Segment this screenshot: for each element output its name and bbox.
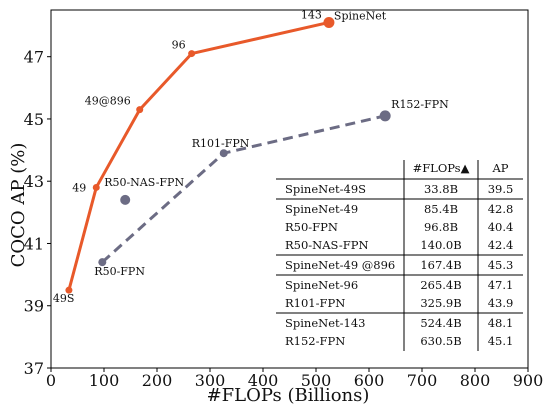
table-cell: 47.1 <box>488 278 514 292</box>
x-tick-label: 600 <box>354 371 385 390</box>
point-label: 49@896 <box>85 95 131 108</box>
table-cell: R50-FPN <box>285 220 338 234</box>
point-label: 143 <box>301 8 322 21</box>
x-tick-label: 0 <box>46 371 56 390</box>
data-point <box>219 149 228 158</box>
comparison-table: #FLOPs▲ AP SpineNet-49S 33.8B 39.5 SpineNet-4… <box>276 160 523 351</box>
plot-border <box>50 9 529 369</box>
x-tick-label: 300 <box>195 371 226 390</box>
table-cell: 325.9B <box>420 296 461 310</box>
data-point <box>136 106 144 114</box>
table-cell: SpineNet-49S <box>285 182 366 196</box>
axis-ticks: 0 100 200 300 400 500 600 700 800 900 37 39 41 43 45 47 <box>24 48 544 390</box>
x-tick-label: 200 <box>142 371 173 390</box>
point-label: 96 <box>172 39 186 52</box>
x-axis-label: #FLOPs (Billions) <box>207 385 370 406</box>
x-tick-label: 500 <box>301 371 332 390</box>
x-tick-label: 800 <box>460 371 491 390</box>
table-cell: 39.5 <box>488 182 514 196</box>
table-header: AP <box>491 161 508 175</box>
y-axis-label: COCO AP (%) <box>8 143 29 268</box>
table-cell: 167.4B <box>420 258 461 272</box>
table-cell: 40.4 <box>488 220 514 234</box>
table-cell: 140.0B <box>420 238 461 252</box>
table-cell: 42.4 <box>488 238 514 252</box>
table-header: #FLOPs▲ <box>413 161 470 175</box>
table-cell: 42.8 <box>488 202 514 216</box>
table-cell: SpineNet-96 <box>285 278 358 292</box>
table-cell: SpineNet-143 <box>285 316 365 330</box>
y-tick-label: 41 <box>24 234 44 253</box>
point-label: R152-FPN <box>391 98 449 111</box>
point-label: R101-FPN <box>192 137 250 150</box>
series-layer: 49S 49 49@896 96 143 SpineNet R50-FPN R101-FPN R… <box>53 8 449 305</box>
x-tick-label: 900 <box>513 371 544 390</box>
y-tick-label: 43 <box>24 172 44 191</box>
y-tick-label: 45 <box>24 110 44 129</box>
data-point-extra <box>120 194 131 205</box>
table-cell: 96.8B <box>424 220 458 234</box>
data-point <box>379 110 391 122</box>
x-tick-label: 400 <box>248 371 279 390</box>
table-cell: 43.9 <box>488 296 514 310</box>
point-label: R50-FPN <box>94 265 145 278</box>
x-tick-label: 700 <box>407 371 438 390</box>
data-point <box>188 50 196 58</box>
table-cell: 48.1 <box>488 316 514 330</box>
table-cell: R50-NAS-FPN <box>285 238 369 252</box>
table-cell: SpineNet-49 <box>285 202 358 216</box>
table-cell: SpineNet-49 @896 <box>285 258 395 272</box>
table-cell: 45.1 <box>488 334 514 348</box>
point-label: R50-NAS-FPN <box>104 176 184 189</box>
table-cell: 524.4B <box>420 316 461 330</box>
table-cell: R152-FPN <box>285 334 345 348</box>
series-end-label: SpineNet <box>334 9 387 22</box>
point-label: 49S <box>53 292 75 305</box>
table-cell: 265.4B <box>420 278 461 292</box>
table-cell: 85.4B <box>424 202 458 216</box>
table-cell: 33.8B <box>424 182 458 196</box>
data-point <box>65 286 73 294</box>
data-point <box>98 258 107 267</box>
data-point <box>323 16 335 28</box>
table-cell: 630.5B <box>420 334 461 348</box>
y-tick-label: 37 <box>24 359 44 378</box>
data-point <box>92 183 100 191</box>
x-tick-label: 100 <box>89 371 120 390</box>
table-cell: 45.3 <box>488 258 514 272</box>
y-tick-label: 39 <box>24 297 44 316</box>
point-label: 49 <box>72 181 86 194</box>
y-tick-label: 47 <box>24 48 44 67</box>
plot-frame <box>50 9 529 369</box>
table-cell: R101-FPN <box>285 296 345 310</box>
